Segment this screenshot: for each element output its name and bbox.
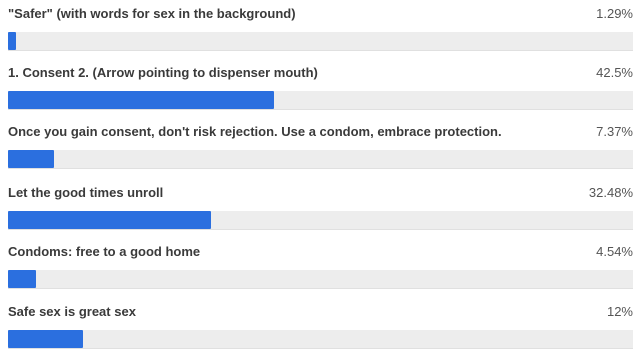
result-bar-fill: [8, 211, 211, 229]
result-bar-track: [8, 211, 633, 230]
result-bar-fill: [8, 150, 55, 168]
result-bar-track: [8, 32, 633, 51]
option-percent: 42.5%: [596, 65, 633, 80]
option-percent: 1.29%: [596, 6, 633, 21]
result-bar-track: [8, 150, 633, 169]
result-bar-fill: [8, 330, 83, 348]
option-percent: 7.37%: [596, 124, 633, 139]
option-label: "Safer" (with words for sex in the backg…: [8, 6, 296, 21]
poll-option-good-times: Let the good times unroll 32.48%: [8, 183, 635, 235]
result-bar-fill: [8, 270, 37, 288]
poll-option-safer: "Safer" (with words for sex in the backg…: [8, 4, 635, 56]
result-bar-track: [8, 91, 633, 110]
option-label: 1. Consent 2. (Arrow pointing to dispens…: [8, 65, 318, 80]
result-bar-fill: [8, 91, 274, 109]
poll-option-great-sex: Safe sex is great sex 12%: [8, 302, 635, 354]
option-percent: 32.48%: [588, 185, 633, 200]
poll-results: "Safer" (with words for sex in the backg…: [8, 0, 635, 349]
option-label: Condoms: free to a good home: [8, 244, 201, 259]
option-percent: 4.54%: [596, 244, 633, 259]
poll-option-free-condoms: Condoms: free to a good home 4.54%: [8, 242, 635, 294]
poll-option-gain-consent: Once you gain consent, don't risk reject…: [8, 122, 635, 174]
option-label: Safe sex is great sex: [8, 304, 136, 319]
option-percent: 12%: [606, 304, 633, 319]
result-bar-track: [8, 270, 633, 289]
result-bar-fill: [8, 32, 17, 50]
poll-option-consent: 1. Consent 2. (Arrow pointing to dispens…: [8, 63, 635, 115]
option-label: Once you gain consent, don't risk reject…: [8, 124, 502, 139]
option-label: Let the good times unroll: [8, 185, 164, 200]
result-bar-track: [8, 330, 633, 349]
